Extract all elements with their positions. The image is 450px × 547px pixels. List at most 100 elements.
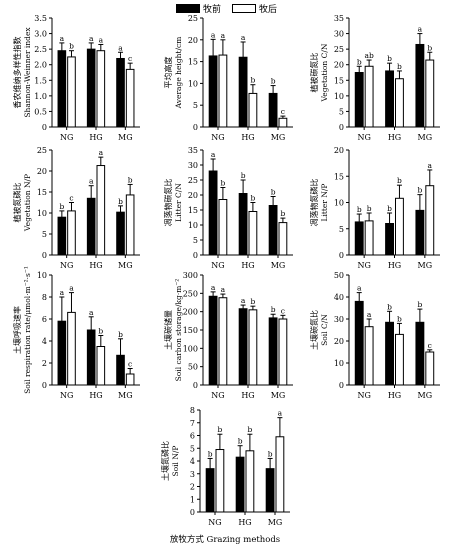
significance-letter: b [387, 204, 392, 213]
y-tick-label: 2 [42, 359, 47, 368]
y-axis-label-zh: 凋落物氮磷比 [309, 179, 319, 227]
significance-letter: b [220, 179, 225, 188]
legend-label-before: 牧前 [203, 5, 222, 15]
bar-after [278, 318, 288, 386]
y-tick-label: 8 [42, 293, 47, 302]
y-axis-label-en: Litter N/P [320, 184, 329, 222]
y-axis-label-zh: 土壤呼吸速率 [12, 306, 22, 354]
y-tick-label: 5 [339, 107, 344, 116]
y-tick-label: 10 [37, 209, 47, 218]
legend-swatch-black [176, 4, 200, 13]
bar-before [354, 221, 364, 256]
bar-before [57, 50, 67, 128]
bar-before [208, 55, 218, 128]
x-tick-label: MG [271, 261, 286, 270]
bar-before [208, 295, 218, 386]
x-tick-label: MG [271, 391, 286, 400]
bar-before [354, 72, 364, 128]
y-tick-label: 5 [193, 101, 198, 110]
y-tick-label: 10 [188, 79, 198, 88]
y-tick-label: 5 [193, 236, 198, 245]
y-tick-label: 150 [183, 326, 198, 335]
x-tick-label: HG [241, 391, 254, 400]
significance-letter: a [118, 43, 123, 52]
significance-letter: b [271, 305, 276, 314]
significance-letter: b [417, 186, 422, 195]
significance-letter: b [250, 76, 255, 85]
bar-before [268, 92, 278, 128]
x-tick-label: NG [211, 391, 224, 400]
y-tick-label: 3.0 [34, 30, 47, 39]
x-tick-label: NG [357, 391, 370, 400]
significance-letter: a [418, 25, 423, 34]
y-axis-label-zh: 香农维纳多样性指数 [12, 37, 22, 109]
y-axis-label-zh: 土壤碳储量 [163, 310, 173, 350]
significance-letter: a [89, 34, 94, 43]
y-tick-label: 2 [190, 483, 195, 492]
bar-after [275, 436, 285, 513]
x-tick-label: NG [357, 261, 370, 270]
significance-letter: a [367, 310, 372, 319]
y-tick-label: 15 [188, 58, 198, 67]
y-tick-label: 0 [193, 381, 198, 390]
y-axis-label-en: Soil N/P [171, 446, 180, 477]
bar-after [364, 326, 374, 386]
y-tick-label: 25 [188, 176, 198, 185]
bar-after [96, 346, 106, 386]
significance-letter: a [428, 161, 433, 170]
significance-letter: a [221, 285, 226, 294]
bar-after [125, 68, 135, 128]
y-tick-label: 0.5 [34, 107, 47, 116]
y-axis-label-en: Shannon-Weinner index [23, 27, 32, 118]
significance-letter: a [89, 308, 94, 317]
y-tick-label: 10 [334, 359, 344, 368]
bar-after [425, 59, 435, 128]
significance-letter: b [217, 425, 222, 434]
y-tick-label: 0 [42, 381, 47, 390]
significance-letter: c [69, 194, 73, 203]
significance-letter: a [221, 31, 226, 40]
significance-letter: b [397, 314, 402, 323]
y-tick-label: 30 [334, 315, 344, 324]
y-axis-label-zh: 土壤氮磷比 [160, 441, 170, 481]
significance-letter: c [128, 54, 132, 63]
x-tick-label: NG [60, 261, 73, 270]
y-axis-label-zh: 植被碳氮比 [309, 53, 319, 93]
x-tick-label: MG [271, 133, 286, 142]
bar-before [415, 321, 425, 386]
y-axis-label-en: Soil respiration rate/μmol·m⁻²·s⁻¹ [23, 266, 32, 394]
y-tick-label: 0 [193, 251, 198, 260]
bar-before [235, 456, 245, 513]
x-tick-label: MG [418, 391, 433, 400]
significance-letter: b [118, 197, 123, 206]
significance-letter: a [69, 284, 74, 293]
bar-before [86, 48, 96, 128]
x-tick-label: MG [418, 261, 433, 270]
bar-after [248, 309, 258, 386]
y-axis-label-en: Vegetation N/P [23, 174, 32, 232]
y-tick-label: 1.5 [34, 76, 47, 85]
bar-after [215, 449, 225, 513]
y-axis-label-zh: 平均高度 [163, 57, 173, 89]
y-tick-label: 0 [193, 123, 198, 132]
significance-letter: b [59, 202, 64, 211]
significance-letter: b [238, 437, 243, 446]
significance-letter: a [357, 284, 362, 293]
y-tick-label: 3 [190, 470, 195, 479]
significance-letter: a [278, 409, 283, 418]
y-tick-label: 20 [334, 146, 344, 155]
bar-after [67, 210, 76, 256]
y-tick-label: 20 [188, 191, 198, 200]
y-tick-label: 15 [188, 206, 198, 215]
y-tick-label: 0 [190, 508, 195, 517]
y-axis-label-zh: 植被氮磷比 [12, 183, 22, 223]
significance-letter: a [211, 283, 216, 292]
x-tick-label: NG [60, 133, 73, 142]
significance-letter: b [357, 57, 362, 66]
y-tick-label: 2.0 [34, 61, 47, 70]
bar-before [268, 205, 278, 256]
significance-letter: b [208, 449, 213, 458]
bar-after [218, 297, 228, 386]
